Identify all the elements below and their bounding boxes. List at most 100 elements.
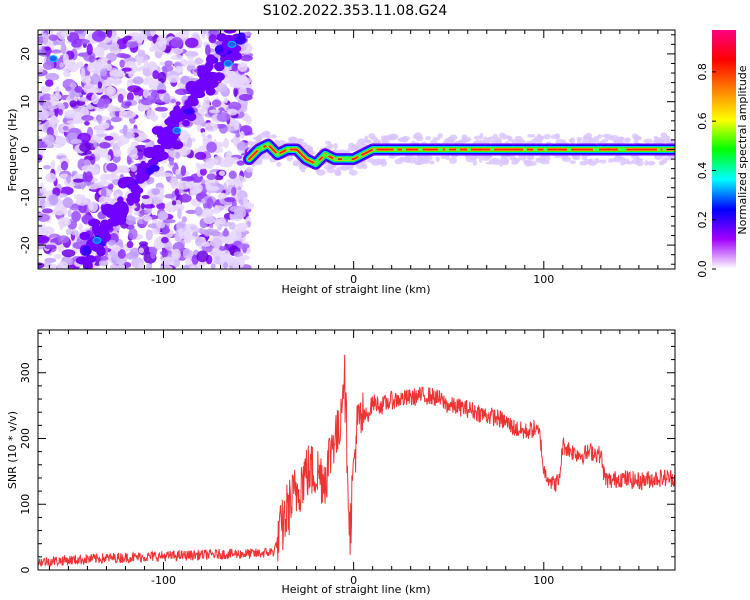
noise-blob [200,207,214,218]
noise-blob [218,217,226,225]
ridge-spot [313,162,318,166]
noise-blob [178,145,191,156]
noise-blob [124,215,136,225]
diagonal-blob [166,124,173,134]
ridge-halo [492,159,502,164]
diagonal-blob [143,146,157,159]
noise-blob [235,222,249,230]
ridge-halo [448,157,458,164]
ridge-spot [256,147,261,151]
noise-blob [233,175,245,185]
noise-blob [59,62,65,68]
diagonal-blob [235,35,247,45]
ridge-halo [388,133,398,140]
noise-blob [98,146,109,158]
noise-blob [50,49,62,54]
noise-blob [199,167,207,176]
ridge-halo [542,154,551,162]
spectrogram-y-tick-label: 20 [19,47,32,61]
ridge-spot [321,153,326,157]
noise-blob [182,264,190,269]
noise-blob [181,176,195,182]
diagonal-blob [155,151,169,161]
noise-blob [116,264,126,269]
noise-blob [112,244,121,252]
colorbar-ticks: 0.0 0.2 0.4 0.6 0.8 [696,63,716,278]
noise-blob [136,66,143,72]
noise-blob [106,85,114,95]
noise-blob [210,43,217,48]
noise-blob [62,197,74,209]
noise-blob [223,262,229,269]
noise-blob [97,57,111,66]
diagonal-blob [169,109,180,118]
bright-spot [172,126,182,134]
chart-title: S102.2022.353.11.08.G24 [263,3,448,19]
noise-blob [44,257,57,263]
ridge-spot [259,146,264,150]
ridge-halo [380,135,388,142]
ridge-halo [501,133,507,140]
ridge-halo [334,169,341,176]
noise-blob [201,241,211,247]
noise-blob [209,109,220,114]
noise-blob [223,137,230,149]
noise-blob [174,88,189,96]
snr-panel: -100 0 100 0 100 200 300 Height of straight l… [6,329,676,596]
noise-blob [67,209,72,218]
noise-blob [232,261,239,269]
noise-blob [187,137,193,148]
spectrogram-y-tick-label: -10 [19,188,32,206]
noise-blob [84,171,93,183]
noise-blob [107,198,118,204]
noise-blob [228,170,237,179]
snr-y-tick-label: 0 [19,567,32,574]
noise-blob [161,248,168,259]
noise-blob [137,49,146,57]
ridge-halo [588,158,594,163]
noise-blob [39,182,44,195]
noise-blob [38,262,45,269]
ridge-spot [401,148,406,151]
noise-blob [92,46,105,57]
ridge-halo [276,161,282,167]
ridge-halo [418,158,429,163]
ridge-spot [595,148,600,151]
noise-blob [112,149,122,158]
ridge-spot [347,157,352,161]
ridge-halo [576,136,583,142]
noise-blob [201,179,206,184]
ridge-halo [614,154,622,160]
snr-y-tick-label: 200 [19,428,32,449]
bright-spot [92,236,102,244]
noise-blob [89,201,99,213]
noise-blob [95,145,100,154]
ridge-halo [362,163,368,170]
snr-y-tick-label: 100 [19,494,32,515]
snr-x-tick-label: 100 [533,574,554,587]
noise-blob [44,244,57,250]
noise-blob [116,38,128,50]
noise-blob [61,249,76,258]
snr-y-ticks: 0 100 200 300 [19,332,675,574]
spectrogram-y-tick-label: -20 [19,236,32,254]
noise-blob [50,159,56,172]
noise-blob [189,182,203,194]
ridge-halo [527,133,536,138]
noise-blob [126,204,137,209]
noise-blob [38,235,50,244]
noise-blob [211,247,219,254]
noise-blob [143,77,154,82]
noise-blob [231,63,239,72]
noise-blob [200,198,206,205]
noise-blob [38,108,49,121]
ridge-spot [345,157,350,161]
ridge-halo [374,140,381,145]
noise-blob [66,32,80,43]
noise-blob [231,186,237,196]
ridge-halo [478,156,483,163]
ridge-spot [265,143,270,147]
ridge-halo [644,160,649,166]
noise-blob [130,164,138,172]
